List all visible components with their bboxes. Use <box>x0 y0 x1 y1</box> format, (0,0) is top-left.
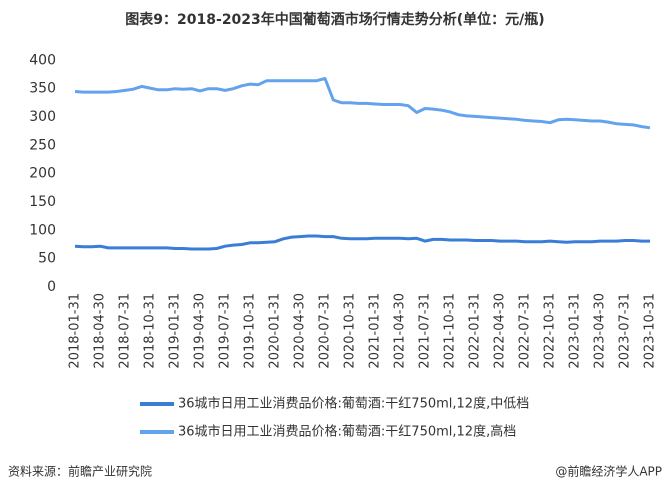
y-tick-label: 100 <box>29 222 56 238</box>
x-tick-label: 2023-04-30 <box>593 293 608 369</box>
y-tick-label: 150 <box>29 194 56 210</box>
x-tick-label: 2018-07-31 <box>118 293 133 369</box>
y-tick-label: 0 <box>47 279 56 295</box>
x-tick-label: 2022-04-30 <box>493 293 508 369</box>
x-tick-label: 2023-01-31 <box>568 293 583 369</box>
x-tick-label: 2019-01-31 <box>168 293 183 369</box>
x-tick-label: 2018-01-31 <box>68 293 83 369</box>
x-tick-label: 2019-07-31 <box>218 293 233 369</box>
x-tick-label: 2020-10-31 <box>343 293 358 369</box>
series-line <box>74 77 651 130</box>
chart-title: 图表9：2018-2023年中国葡萄酒市场行情走势分析(单位：元/瓶) <box>125 11 544 28</box>
y-tick-label: 250 <box>29 137 56 153</box>
credit: @前瞻经济学人APP <box>555 464 662 479</box>
x-tick-label: 2023-10-31 <box>643 293 658 369</box>
x-tick-label: 2022-07-31 <box>518 293 533 369</box>
x-tick-label: 2019-10-31 <box>243 293 258 369</box>
series-line <box>74 234 650 251</box>
x-tick-label: 2021-01-31 <box>368 293 383 369</box>
x-tick-label: 2020-07-31 <box>318 293 333 369</box>
x-tick-label: 2021-10-31 <box>443 293 458 369</box>
x-tick-label: 2018-04-30 <box>93 293 108 369</box>
x-tick-label: 2020-04-30 <box>293 293 308 369</box>
y-tick-label: 400 <box>29 52 56 68</box>
y-tick-label: 300 <box>29 109 56 125</box>
legend-label: 36城市日用工业消费品价格:葡萄酒:干红750ml,12度,高档 <box>178 424 516 440</box>
x-tick-label: 2021-04-30 <box>393 293 408 369</box>
x-tick-label: 2023-07-31 <box>618 293 633 369</box>
y-tick-label: 350 <box>29 81 56 97</box>
x-tick-label: 2022-01-31 <box>468 293 483 369</box>
x-tick-label: 2018-10-31 <box>143 293 158 369</box>
legend-label: 36城市日用工业消费品价格:葡萄酒:干红750ml,12度,中低档 <box>178 396 529 412</box>
x-tick-label: 2019-04-30 <box>193 293 208 369</box>
source: 资料来源：前瞻产业研究院 <box>8 464 152 479</box>
x-tick-label: 2022-10-31 <box>543 293 558 369</box>
y-tick-label: 50 <box>38 251 56 267</box>
y-tick-label: 200 <box>29 166 56 182</box>
x-tick-label: 2020-01-31 <box>268 293 283 369</box>
x-tick-label: 2021-07-31 <box>418 293 433 369</box>
